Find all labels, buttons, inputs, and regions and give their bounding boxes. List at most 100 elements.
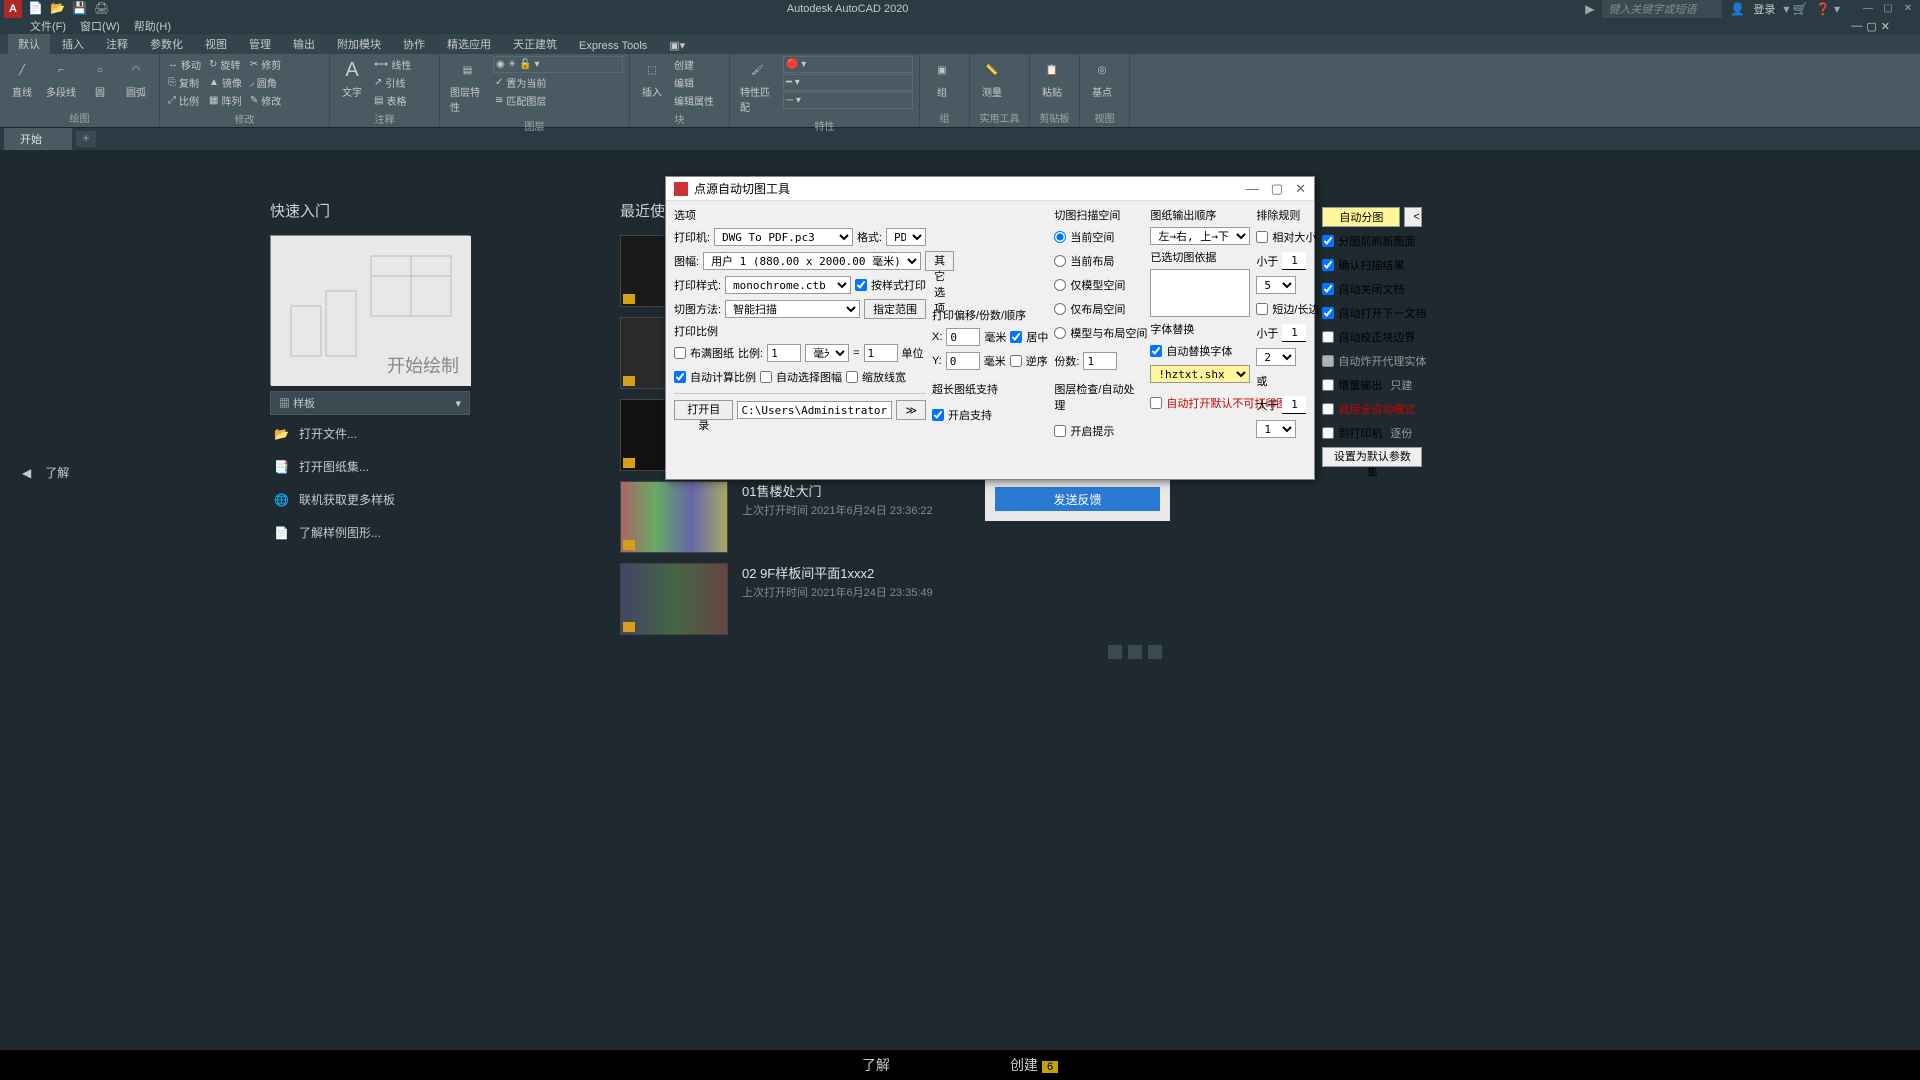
close-inner-icon[interactable]: ✕ [1900, 3, 1916, 15]
font-select[interactable]: !hztxt.shx [1150, 365, 1250, 383]
short-long-checkbox[interactable] [1256, 303, 1268, 315]
restore-inner-icon[interactable]: ▢ [1880, 3, 1896, 15]
ratio-a-input[interactable] [767, 344, 801, 362]
browse-button[interactable]: ≫ [896, 400, 926, 420]
template-card[interactable]: 开始绘制 [270, 235, 470, 385]
tab-output[interactable]: 输出 [283, 34, 325, 54]
format-select[interactable]: PDF [886, 228, 926, 246]
app-logo[interactable]: A [4, 0, 22, 18]
plot-by-style-checkbox[interactable] [855, 279, 867, 291]
tab-parametric[interactable]: 参数化 [140, 34, 193, 54]
basepoint-button[interactable]: ◎基点 [1086, 56, 1118, 101]
full-auto-checkbox[interactable] [1322, 403, 1334, 415]
sheet-select[interactable]: 用户 1 (880.00 x 2000.00 毫米) [703, 252, 921, 270]
open-icon[interactable]: 📂 [50, 1, 66, 17]
login-link[interactable]: 登录 [1753, 1, 1775, 17]
arc-button[interactable]: ◠圆弧 [120, 56, 152, 101]
gt-input[interactable] [1282, 396, 1306, 414]
dialog-close-icon[interactable]: ✕ [1295, 181, 1306, 197]
group-button[interactable]: ▣组 [926, 56, 958, 101]
auto-split-button[interactable]: 自动分图 [1322, 207, 1400, 227]
layer-dropdown[interactable]: ◉ ☀ 🔓 ▾ [493, 56, 623, 73]
attedit-button[interactable]: 编辑属性 [672, 92, 716, 109]
tab-more-icon[interactable]: ▣▾ [659, 37, 695, 54]
confirm-scan-checkbox[interactable] [1322, 259, 1334, 271]
circle-button[interactable]: ○圆 [84, 56, 116, 101]
mirror-button[interactable]: ▲ 镜像 [207, 74, 244, 91]
sample-drawings-link[interactable]: 📄了解样例图形... [270, 518, 580, 547]
search-input[interactable]: 键入关键字或短语 [1602, 0, 1722, 18]
auto-font-checkbox[interactable] [1150, 345, 1162, 357]
line-button[interactable]: ╱直线 [6, 56, 38, 101]
linetype-dropdown[interactable]: ─ ▾ [783, 92, 913, 109]
lt1-input[interactable] [1282, 252, 1306, 270]
tab-addins[interactable]: 附加模块 [327, 34, 391, 54]
scale-button[interactable]: ⤢ 比例 [166, 92, 203, 109]
polyline-button[interactable]: ⌐多段线 [42, 56, 80, 101]
open-hint-checkbox[interactable] [1054, 425, 1066, 437]
move-button[interactable]: ↔ 移动 [166, 56, 203, 73]
set-default-button[interactable]: 设置为默认参数集 [1322, 447, 1422, 467]
menu-window[interactable]: 窗口(W) [80, 18, 120, 34]
edit-button[interactable]: ✎ 修改 [248, 92, 283, 109]
rel-size-checkbox[interactable] [1256, 231, 1268, 243]
dialog-minimize-icon[interactable]: — [1246, 181, 1259, 197]
recent-item[interactable]: 02 9F样板间平面1xxx2 上次打开时间 2021年6月24日 23:35:… [620, 563, 1650, 635]
tab-view[interactable]: 视图 [195, 34, 237, 54]
new-tab-button[interactable]: + [76, 131, 96, 147]
tab-collab[interactable]: 协作 [393, 34, 435, 54]
model-only-radio[interactable] [1054, 279, 1066, 291]
close-doc-icon[interactable]: ✕ [1881, 20, 1890, 33]
menu-help[interactable]: 帮助(H) [134, 18, 171, 34]
layerprop-button[interactable]: ▤图层特性 [446, 56, 489, 116]
order-select[interactable]: 左→右, 上→下 [1150, 227, 1250, 245]
paste-button[interactable]: 📋粘贴 [1036, 56, 1068, 101]
ratio-unit-select[interactable]: 毫米 [805, 344, 849, 362]
learn-nav[interactable]: ◀ 了解 [22, 464, 69, 481]
bedit-button[interactable]: 编辑 [672, 74, 716, 91]
online-templates-link[interactable]: 🌐联机获取更多样板 [270, 485, 580, 514]
lt2-input[interactable] [1282, 324, 1306, 342]
detail-view-icon[interactable] [1148, 645, 1162, 659]
tab-annotate[interactable]: 注释 [96, 34, 138, 54]
fix-bound-checkbox[interactable] [1322, 331, 1334, 343]
tab-insert[interactable]: 插入 [52, 34, 94, 54]
copies-input[interactable] [1083, 352, 1117, 370]
tab-default[interactable]: 默认 [8, 34, 50, 54]
layout-only-radio[interactable] [1054, 303, 1066, 315]
learn-tab[interactable]: 了解 [862, 1055, 890, 1075]
dir-input[interactable] [737, 401, 892, 419]
tab-featured[interactable]: 精选应用 [437, 34, 501, 54]
model-layout-radio[interactable] [1054, 327, 1066, 339]
refresh-checkbox[interactable] [1322, 235, 1334, 247]
save-icon[interactable]: 💾 [72, 1, 88, 17]
open-dir-button[interactable]: 打开目录 [674, 400, 733, 420]
matchlayer-button[interactable]: ≋ 匹配图层 [493, 92, 623, 109]
table-button[interactable]: ▤ 表格 [372, 92, 413, 109]
x-input[interactable] [946, 328, 980, 346]
signin-icon[interactable]: 👤 [1730, 2, 1745, 16]
ratio-b-input[interactable] [864, 344, 898, 362]
open-sheetset-link[interactable]: 📑打开图纸集... [270, 452, 580, 481]
rotate-button[interactable]: ↻ 旋转 [207, 56, 244, 73]
restore-doc-icon[interactable]: ▢ [1866, 20, 1876, 33]
create-tab[interactable]: 创建6 [1010, 1055, 1058, 1075]
trim-button[interactable]: ✂ 修剪 [248, 56, 283, 73]
lineweight-dropdown[interactable]: ━ ▾ [783, 74, 913, 91]
printer-select[interactable]: DWG To PDF.pc3 [714, 228, 853, 246]
cart-icon[interactable]: ▾ 🛒 [1783, 2, 1807, 16]
matchprop-button[interactable]: 🖌特性匹配 [736, 56, 779, 116]
auto-close-checkbox[interactable] [1322, 283, 1334, 295]
inc-out-checkbox[interactable] [1322, 379, 1334, 391]
create-button[interactable]: 创建 [672, 56, 716, 73]
dialog-maximize-icon[interactable]: ▢ [1271, 181, 1283, 197]
tab-express[interactable]: Express Tools [569, 38, 657, 54]
leader-button[interactable]: ↗ 引线 [372, 74, 413, 91]
color-dropdown[interactable]: 🔴 ▾ [783, 56, 913, 73]
linear-button[interactable]: ⟷ 线性 [372, 56, 413, 73]
auto-width-checkbox[interactable] [760, 371, 772, 383]
grid-view-icon[interactable] [1108, 645, 1122, 659]
fill-sheet-checkbox[interactable] [674, 347, 686, 359]
enable-support-checkbox[interactable] [932, 409, 944, 421]
measure-button[interactable]: 📏测量 [976, 56, 1008, 101]
